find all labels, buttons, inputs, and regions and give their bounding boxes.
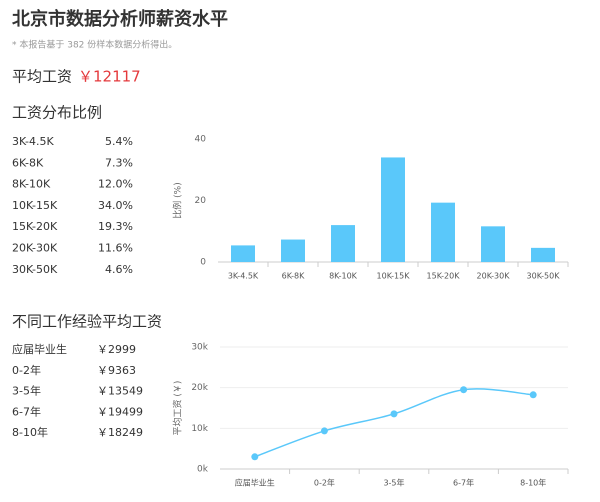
section-title: 工资分布比例 xyxy=(12,104,102,122)
row-label: 20K-30K xyxy=(12,242,58,255)
row-label: 3K-4.5K xyxy=(12,135,55,148)
x-tick-label: 3K-4.5K xyxy=(228,272,259,281)
x-tick-label: 15K-20K xyxy=(427,272,461,281)
row-label: 8-10年 xyxy=(12,425,48,439)
y-tick-label: 0k xyxy=(197,465,209,475)
row-value: 34.0% xyxy=(98,199,133,212)
row-label: 10K-15K xyxy=(12,199,58,212)
point xyxy=(460,386,468,394)
row-value: 19.3% xyxy=(98,220,133,233)
summary-label: 平均工资 xyxy=(12,68,72,86)
row-value: ￥13549 xyxy=(97,385,143,398)
bar xyxy=(431,202,455,262)
bar xyxy=(381,157,405,262)
row-value: ￥19499 xyxy=(97,405,143,418)
bar xyxy=(331,225,355,262)
row-label: 应届毕业生 xyxy=(12,342,67,356)
bar xyxy=(231,245,255,262)
row-value: 12.0% xyxy=(98,178,133,191)
row-label: 6-7年 xyxy=(12,404,41,418)
row-label: 8K-10K xyxy=(12,178,51,191)
line xyxy=(254,388,534,458)
x-tick-label: 0-2年 xyxy=(314,478,335,488)
point xyxy=(251,453,259,461)
point xyxy=(529,391,537,399)
y-tick-label: 0 xyxy=(200,258,206,268)
bar xyxy=(281,239,305,262)
bar xyxy=(531,247,555,262)
row-label: 3-5年 xyxy=(12,384,41,398)
section-title: 不同工作经验平均工资 xyxy=(12,313,162,331)
y-tick-label: 40 xyxy=(195,135,207,145)
x-tick-label: 10K-15K xyxy=(377,272,411,281)
row-value: 4.6% xyxy=(105,263,133,276)
x-tick-label: 8-10年 xyxy=(520,478,546,488)
row-value: ￥2999 xyxy=(97,343,136,356)
y-tick-label: 10k xyxy=(191,424,208,434)
x-tick-label: 6-7年 xyxy=(453,478,474,488)
row-label: 30K-50K xyxy=(12,263,58,276)
row-label: 15K-20K xyxy=(12,220,58,233)
y-axis-label: 比例 (%) xyxy=(172,182,184,218)
row-label: 6K-8K xyxy=(12,156,44,169)
y-axis-label: 平均工资 (￥) xyxy=(172,381,184,436)
x-tick-label: 8K-10K xyxy=(329,272,358,281)
x-tick-label: 30K-50K xyxy=(527,272,561,281)
row-value: 5.4% xyxy=(105,135,133,148)
row-value: 11.6% xyxy=(98,242,133,255)
y-tick-label: 30k xyxy=(191,343,208,353)
bar xyxy=(481,226,505,262)
row-value: ￥18249 xyxy=(97,426,143,439)
x-tick-label: 6K-8K xyxy=(282,272,305,281)
summary-value: ￥12117 xyxy=(78,68,141,86)
row-value: 7.3% xyxy=(105,156,133,169)
x-tick-label: 20K-30K xyxy=(477,272,511,281)
point xyxy=(320,427,328,435)
y-tick-label: 20 xyxy=(195,196,207,206)
y-tick-label: 20k xyxy=(191,383,208,393)
row-label: 0-2年 xyxy=(12,363,41,377)
x-tick-label: 3-5年 xyxy=(383,478,404,488)
point xyxy=(390,410,398,418)
page-title: 北京市数据分析师薪资水平 xyxy=(12,8,228,30)
row-value: ￥9363 xyxy=(97,364,136,377)
note: * 本报告基于 382 份样本数据分析得出。 xyxy=(12,39,177,51)
x-tick-label: 应届毕业生 xyxy=(235,478,275,488)
